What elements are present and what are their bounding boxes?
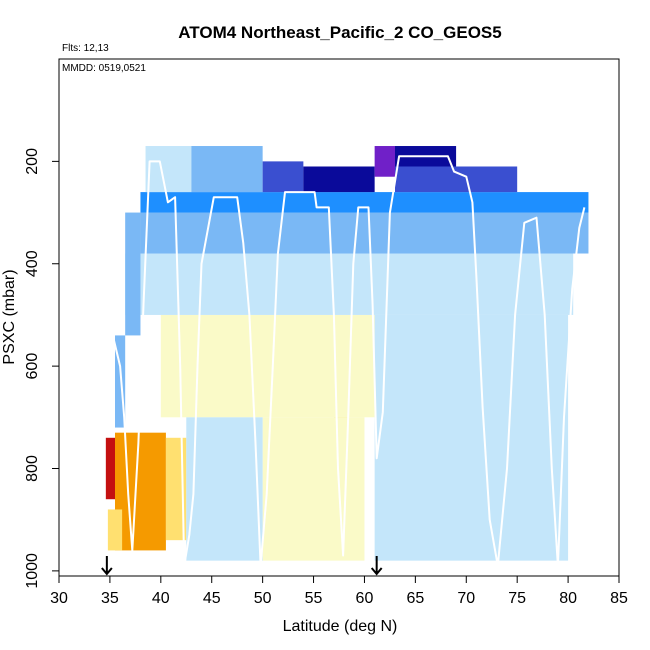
y-tick-label: 600 <box>24 353 41 380</box>
heatmap-cell <box>191 146 263 193</box>
heatmap-cell <box>303 166 375 193</box>
flight-path-line <box>108 155 586 567</box>
dates-annotation: MMDD: 0519,0521 <box>62 63 146 74</box>
x-tick-label: 50 <box>254 590 272 607</box>
x-tick-label: 35 <box>101 590 119 607</box>
x-tick-label: 70 <box>457 590 475 607</box>
plot-frame <box>58 58 620 577</box>
heatmap-cell <box>374 314 569 561</box>
y-tick-label: 400 <box>24 250 41 277</box>
x-tick-label: 60 <box>356 590 374 607</box>
y-tick-label: 200 <box>24 148 41 175</box>
heatmap-cells <box>105 146 589 561</box>
x-tick-label: 55 <box>305 590 323 607</box>
heatmap-cell <box>395 166 518 193</box>
heatmap-cell <box>160 314 375 418</box>
arrow-start-marker <box>101 556 113 576</box>
x-tick-label: 80 <box>559 590 577 607</box>
x-axis-label: Latitude (deg N) <box>283 618 398 635</box>
y-axis-label: PSXC (mbar) <box>1 269 18 364</box>
x-tick-label: 45 <box>203 590 221 607</box>
heatmap-cell <box>262 417 365 561</box>
heatmap-cell <box>140 212 589 254</box>
y-tick-label: 800 <box>24 455 41 482</box>
flight-markers <box>101 556 383 576</box>
heatmap-cell <box>145 146 192 193</box>
heatmap-cell <box>262 161 304 193</box>
arrow-end-marker <box>370 556 383 576</box>
x-tick-label: 85 <box>610 590 628 607</box>
flights-annotation: Flts: 12,13 <box>62 43 109 54</box>
heatmap-cell <box>186 417 263 561</box>
heatmap-cell <box>125 212 141 336</box>
x-tick-label: 40 <box>152 590 170 607</box>
y-axis: 200 400 600 800 1000 <box>24 148 59 589</box>
y-tick-label: 1000 <box>24 553 41 589</box>
x-tick-label: 75 <box>508 590 526 607</box>
x-axis: 30 35 40 45 50 55 60 65 70 75 80 85 <box>50 576 628 607</box>
heatmap-cell <box>105 437 115 500</box>
heatmap-cell <box>115 335 126 428</box>
heatmap-cell <box>374 146 395 177</box>
heatmap-cell <box>107 509 123 551</box>
heatmap-cell <box>115 432 166 551</box>
x-tick-label: 30 <box>50 590 68 607</box>
chart-title: ATOM4 Northeast_Pacific_2 CO_GEOS5 <box>178 23 501 42</box>
heatmap-cell <box>125 253 574 315</box>
x-tick-label: 65 <box>406 590 424 607</box>
heatmap-cell <box>140 192 589 213</box>
